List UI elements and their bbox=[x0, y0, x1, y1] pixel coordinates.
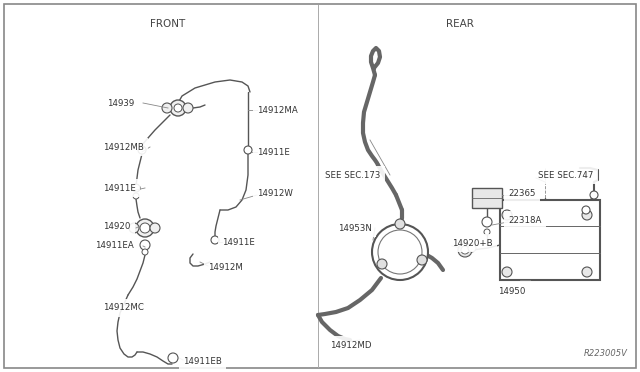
Circle shape bbox=[140, 240, 150, 250]
Circle shape bbox=[162, 103, 172, 113]
Circle shape bbox=[482, 217, 492, 227]
Circle shape bbox=[484, 229, 490, 235]
Circle shape bbox=[136, 219, 154, 237]
Text: R223005V: R223005V bbox=[584, 350, 628, 359]
Text: 14953N: 14953N bbox=[338, 224, 372, 232]
Circle shape bbox=[183, 103, 193, 113]
Text: 22365: 22365 bbox=[508, 189, 536, 198]
Circle shape bbox=[458, 243, 472, 257]
Text: 14911EA: 14911EA bbox=[95, 241, 134, 250]
Circle shape bbox=[129, 223, 139, 233]
Text: 14911E: 14911E bbox=[257, 148, 290, 157]
Bar bbox=[500, 200, 600, 280]
Text: 14920+B: 14920+B bbox=[452, 238, 493, 247]
Circle shape bbox=[502, 267, 512, 277]
Text: 14911EB: 14911EB bbox=[183, 357, 222, 366]
Text: 14912MC: 14912MC bbox=[103, 304, 144, 312]
Circle shape bbox=[417, 255, 427, 265]
Text: 14920: 14920 bbox=[103, 221, 131, 231]
Circle shape bbox=[582, 210, 592, 220]
Circle shape bbox=[377, 259, 387, 269]
Text: 14939: 14939 bbox=[107, 99, 134, 108]
Text: 14912W: 14912W bbox=[257, 189, 293, 198]
Circle shape bbox=[132, 184, 140, 192]
Text: SEE SEC.747: SEE SEC.747 bbox=[538, 170, 593, 180]
Circle shape bbox=[461, 246, 469, 254]
Circle shape bbox=[468, 244, 476, 252]
Circle shape bbox=[378, 230, 422, 274]
Circle shape bbox=[133, 193, 139, 199]
Text: 14912MB: 14912MB bbox=[103, 142, 144, 151]
Circle shape bbox=[142, 249, 148, 255]
Text: 14912MA: 14912MA bbox=[257, 106, 298, 115]
Circle shape bbox=[138, 146, 146, 154]
Bar bbox=[472, 188, 502, 208]
Circle shape bbox=[372, 224, 428, 280]
Circle shape bbox=[395, 219, 405, 229]
Text: 22318A: 22318A bbox=[508, 215, 541, 224]
Text: SEE SEC.173: SEE SEC.173 bbox=[325, 170, 380, 180]
Text: 14911E: 14911E bbox=[222, 237, 255, 247]
Text: 14912MD: 14912MD bbox=[330, 340, 371, 350]
Circle shape bbox=[582, 267, 592, 277]
Text: 14912M: 14912M bbox=[208, 263, 243, 273]
Circle shape bbox=[211, 236, 219, 244]
Circle shape bbox=[170, 100, 186, 116]
Circle shape bbox=[502, 210, 512, 220]
Circle shape bbox=[582, 206, 590, 214]
Text: 14911E: 14911E bbox=[103, 183, 136, 192]
Text: FRONT: FRONT bbox=[150, 19, 186, 29]
Text: REAR: REAR bbox=[446, 19, 474, 29]
Circle shape bbox=[150, 223, 160, 233]
Circle shape bbox=[168, 353, 178, 363]
Text: 14950: 14950 bbox=[498, 288, 525, 296]
Circle shape bbox=[140, 223, 150, 233]
Circle shape bbox=[174, 104, 182, 112]
Circle shape bbox=[244, 146, 252, 154]
Circle shape bbox=[590, 191, 598, 199]
